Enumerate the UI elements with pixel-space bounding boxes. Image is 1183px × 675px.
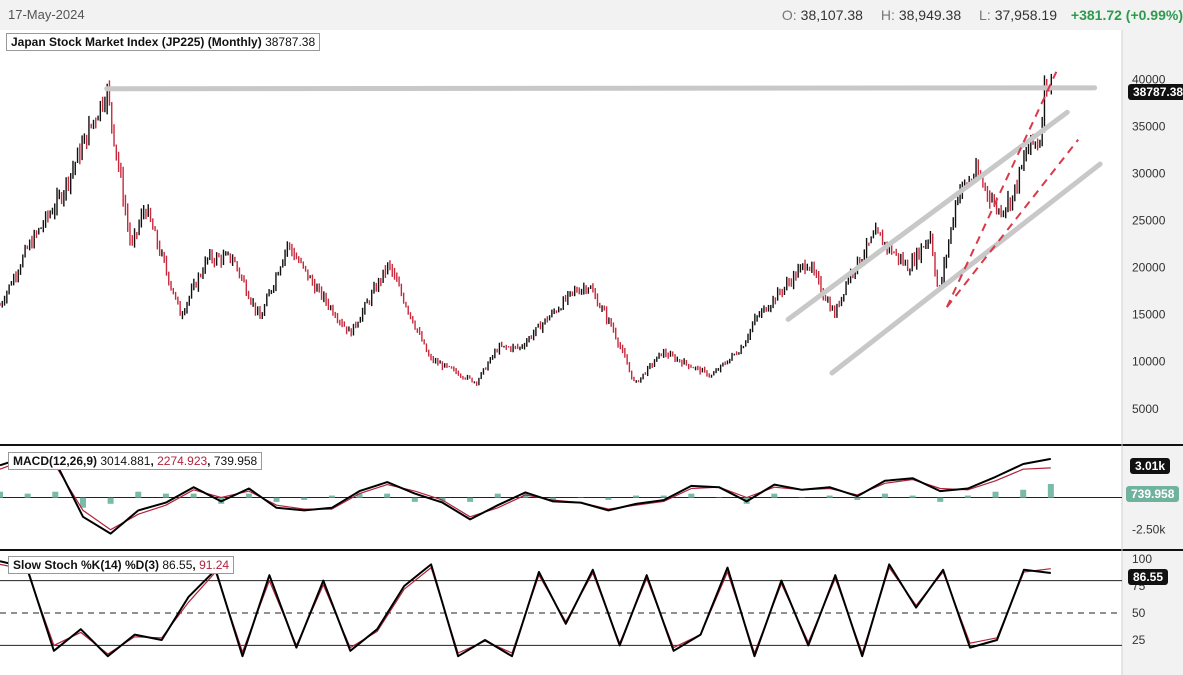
trend-channel-line	[104, 85, 1098, 92]
macd-histogram-bar	[384, 493, 391, 498]
low-label: L:	[979, 7, 991, 23]
price-y-tick: 30000	[1132, 166, 1166, 180]
macd-histogram-bar	[660, 495, 667, 498]
price-title: Japan Stock Market Index (JP225) (Monthl…	[11, 35, 262, 49]
high-label: H:	[880, 7, 895, 23]
macd-histogram-bar	[411, 497, 418, 502]
price-y-tick: 15000	[1132, 308, 1166, 322]
macd-histogram-bar	[356, 493, 363, 498]
macd-histogram-bar	[1047, 483, 1054, 498]
macd-histogram-bar	[135, 491, 142, 498]
trend-channel-line	[785, 109, 1070, 322]
macd-signal-line	[0, 458, 1051, 531]
macd-hist-value: 739.958	[213, 454, 258, 468]
high-value: 38,949.38	[898, 7, 962, 23]
price-y-tick: 10000	[1132, 355, 1166, 369]
open-value: 38,107.38	[800, 7, 863, 23]
macd-hist-tag: 739.958	[1126, 486, 1180, 502]
stoch-k-value: 86.55	[162, 558, 193, 572]
macd-histogram-bar	[964, 495, 971, 498]
stoch-y-tick: 100	[1132, 552, 1152, 566]
macd-histogram-bar	[52, 491, 59, 498]
macd-histogram-bar	[798, 497, 805, 498]
macd-histogram-bar	[107, 497, 114, 504]
macd-histogram-bar	[771, 493, 778, 498]
low-value: 37,958.19	[994, 7, 1058, 23]
macd-histogram-bar	[1020, 489, 1027, 498]
macd-value: 3014.881	[100, 454, 151, 468]
macd-histogram-bar	[688, 493, 695, 498]
price-plot-area	[0, 30, 1122, 444]
macd-histogram-bar	[24, 493, 31, 498]
stoch-k-tag: 86.55	[1128, 569, 1169, 585]
macd-histogram-bar	[162, 493, 169, 498]
macd-histogram-bar	[190, 493, 197, 498]
ohlc-readout: O: 38,107.38 H: 38,949.38 L: 37,958.19 +381…	[768, 7, 1183, 23]
macd-histogram-bar	[881, 493, 888, 498]
macd-histogram-bar	[605, 497, 612, 500]
current-date: 17-May-2024	[8, 7, 85, 22]
dashed-trend-line	[946, 138, 1080, 308]
chart-canvas[interactable]: 4000035000300002500020000150001000050000…	[0, 30, 1183, 675]
price-y-tick: 20000	[1132, 261, 1166, 275]
macd-panel-title: MACD(12,26,9) 3014.881, 2274.923, 739.95…	[8, 452, 263, 470]
macd-histogram-bar	[467, 497, 474, 502]
macd-histogram-bar	[909, 495, 916, 498]
price-y-tick: 25000	[1132, 214, 1166, 228]
macd-histogram-bar	[328, 495, 335, 498]
macd-histogram-bar	[937, 497, 944, 502]
stoch-title: Slow Stoch %K(14) %D(3)	[13, 558, 160, 572]
price-y-tick: 40000	[1132, 72, 1166, 86]
stoch-y-tick: 50	[1132, 606, 1146, 620]
macd-histogram-bar	[79, 497, 86, 508]
stoch-k-line	[0, 560, 1051, 658]
price-y-tick: 5000	[1132, 402, 1159, 416]
stoch-y-tick: 25	[1132, 633, 1146, 647]
macd-histogram-bar	[522, 493, 529, 498]
macd-histogram-bar	[854, 497, 861, 500]
macd-title: MACD(12,26,9)	[13, 454, 98, 468]
macd-histogram-bar	[633, 495, 640, 498]
dashed-trend-line	[945, 71, 1058, 308]
macd-histogram-bar	[992, 491, 999, 498]
price-panel-title: Japan Stock Market Index (JP225) (Monthl…	[6, 33, 321, 51]
open-label: O:	[781, 7, 797, 23]
macd-histogram-bar	[716, 497, 723, 498]
stoch-panel-title: Slow Stoch %K(14) %D(3) 86.55, 91.24	[8, 556, 235, 574]
macd-histogram-bar	[550, 497, 557, 500]
price-y-tick: 35000	[1132, 119, 1166, 133]
stoch-d-value: 91.24	[199, 558, 230, 572]
price-last-value: 38787.38	[265, 35, 316, 49]
macd-histogram-bar	[577, 497, 584, 498]
change-value: +381.72 (+0.99%)	[1070, 7, 1183, 23]
macd-histogram-bar	[273, 497, 280, 502]
macd-signal-value: 2274.923	[157, 454, 208, 468]
macd-histogram-bar	[301, 497, 308, 500]
macd-line	[0, 455, 1051, 535]
price-last-tag: 38787.38	[1128, 84, 1183, 100]
macd-histogram-bar	[245, 493, 252, 498]
macd-histogram-bar	[0, 491, 3, 498]
macd-histogram-bar	[826, 495, 833, 498]
macd-histogram-bar	[494, 493, 501, 498]
top-bar: 17-May-2024 O: 38,107.38 H: 38,949.38 L: 37…	[0, 0, 1183, 30]
trend-channel-line	[829, 161, 1103, 376]
macd-tag: 3.01k	[1130, 458, 1171, 474]
macd-y-tick: -2.50k	[1132, 523, 1166, 537]
